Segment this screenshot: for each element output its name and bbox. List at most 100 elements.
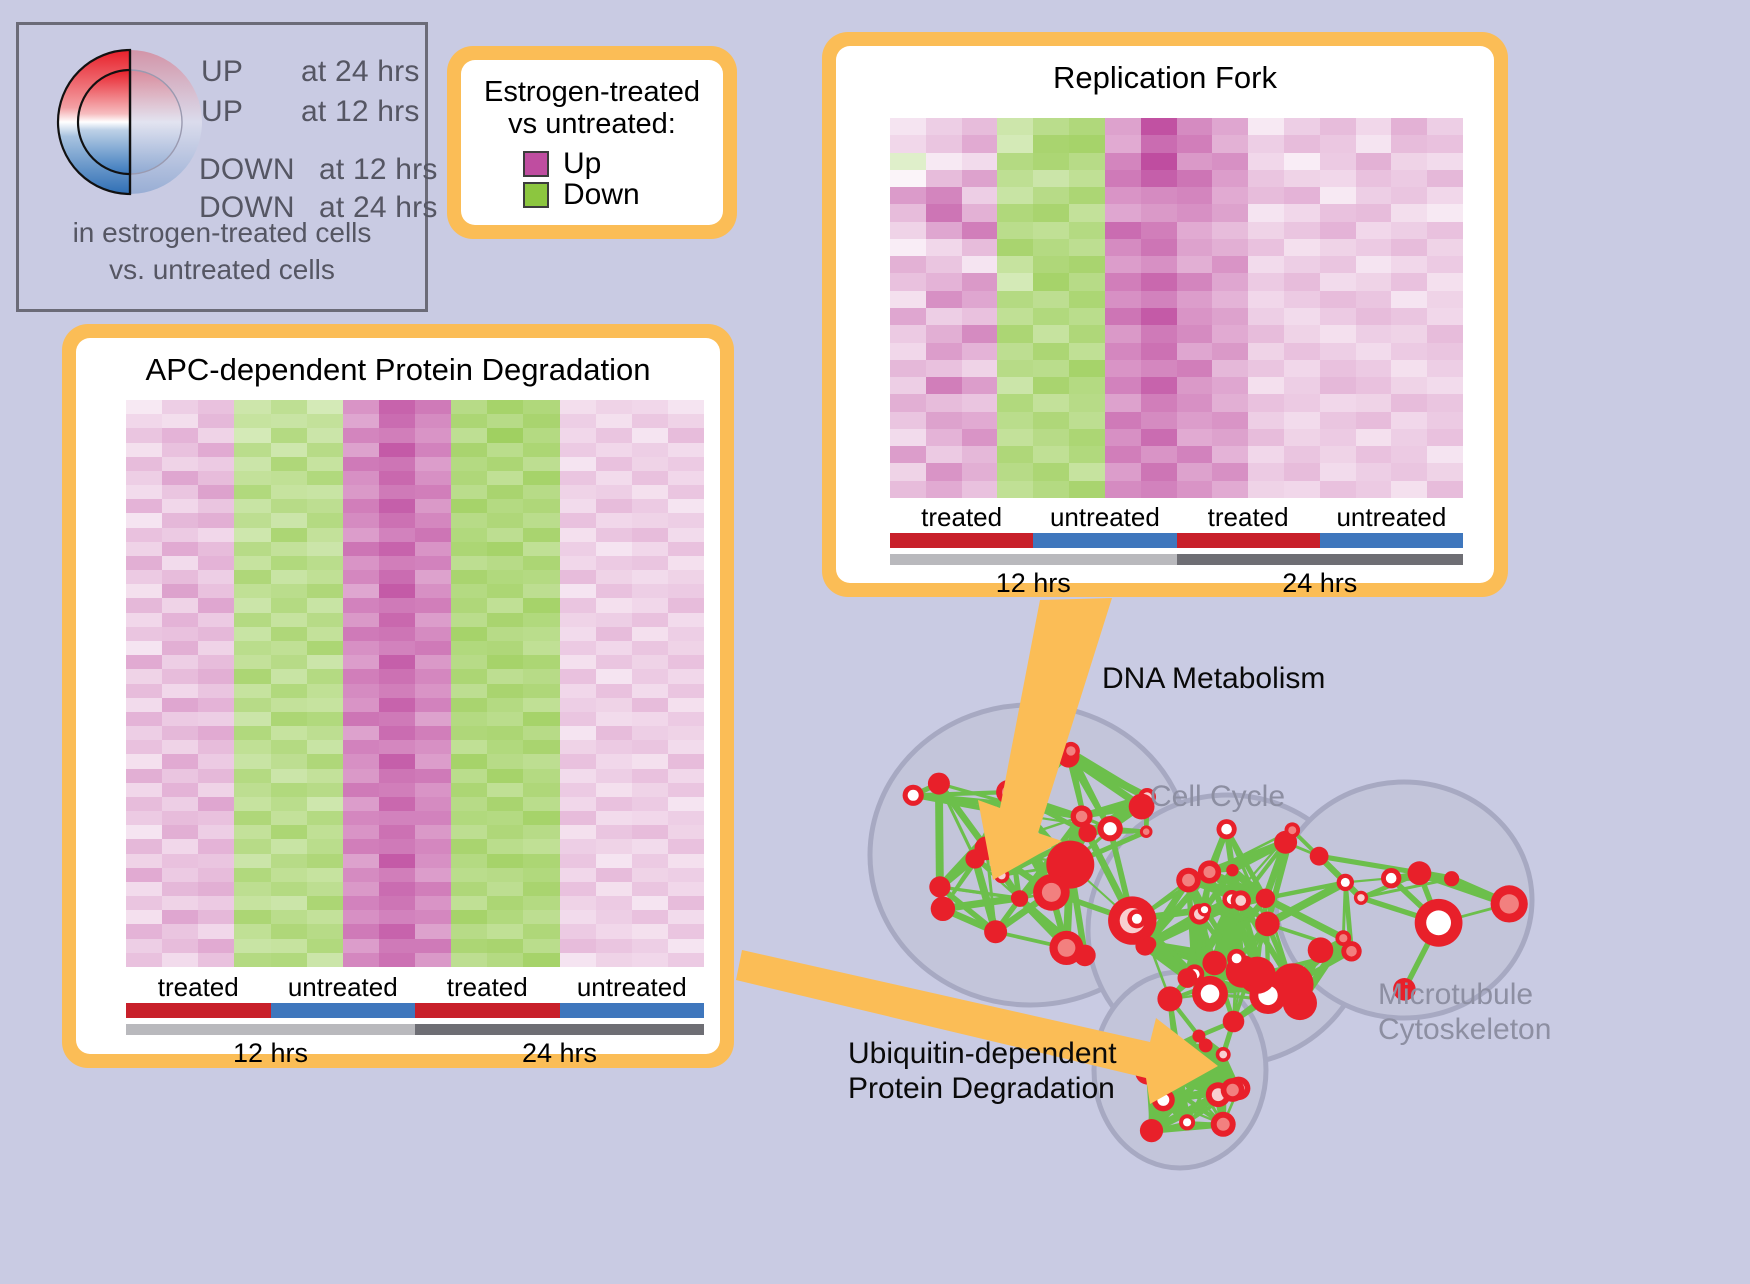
- heatmap-cell: [1427, 325, 1463, 342]
- heatmap-cell: [560, 769, 596, 783]
- heatmap-cell: [668, 726, 704, 740]
- rf-time-bar-12: [890, 554, 1177, 565]
- heatmap-cell: [415, 556, 451, 570]
- heatmap-cell: [1212, 360, 1248, 377]
- heatmap-cell: [451, 769, 487, 783]
- heatmap-cell: [343, 896, 379, 910]
- heatmap-cell: [126, 896, 162, 910]
- heatmap-cell: [1105, 343, 1141, 360]
- heatmap-cell: [1141, 153, 1177, 170]
- heatmap-cell: [1141, 360, 1177, 377]
- network-node[interactable]: [1226, 864, 1238, 876]
- heatmap-cell: [451, 896, 487, 910]
- heatmap-cell: [1248, 118, 1284, 135]
- heatmap-cell: [1212, 239, 1248, 256]
- heatmap-cell: [343, 598, 379, 612]
- heatmap-cell: [379, 485, 415, 499]
- network-node[interactable]: [1169, 1039, 1186, 1056]
- heatmap-cell: [234, 641, 270, 655]
- apc-body: APC-dependent Protein Degradation treate…: [76, 338, 720, 1054]
- wheel-footer-line2: vs. untreated cells: [19, 252, 425, 289]
- network-node[interactable]: [1011, 891, 1026, 906]
- heatmap-cell: [1391, 118, 1427, 135]
- network-node[interactable]: [1310, 847, 1329, 866]
- rf-bar-treated-12: [890, 533, 1033, 548]
- heatmap-cell: [926, 291, 962, 308]
- heatmap-cell: [890, 153, 926, 170]
- network-node[interactable]: [931, 897, 955, 921]
- heatmap-cell: [596, 655, 632, 669]
- network-node[interactable]: [1255, 912, 1280, 937]
- heatmap-cell: [632, 868, 668, 882]
- heatmap-cell: [234, 457, 270, 471]
- heatmap-cell: [596, 698, 632, 712]
- heatmap-cell: [1069, 308, 1105, 325]
- heatmap-cell: [1212, 481, 1248, 498]
- network-node[interactable]: [1142, 937, 1156, 951]
- heatmap-cell: [1141, 308, 1177, 325]
- network-node[interactable]: [1256, 889, 1275, 908]
- network-node[interactable]: [1140, 1119, 1163, 1142]
- heatmap-cell: [1033, 429, 1069, 446]
- network-node[interactable]: [1444, 871, 1459, 886]
- network-node-core: [1058, 939, 1076, 957]
- heatmap-cell: [596, 641, 632, 655]
- network-node[interactable]: [1192, 1030, 1205, 1043]
- network-node-core: [1149, 1051, 1161, 1063]
- network-node[interactable]: [1178, 968, 1198, 988]
- heatmap-cell: [1105, 308, 1141, 325]
- heatmap-cell: [1391, 360, 1427, 377]
- heatmap-cell: [198, 882, 234, 896]
- heatmap-cell: [1391, 291, 1427, 308]
- heatmap-cell: [343, 499, 379, 513]
- apc-time-12: 12 hrs: [126, 1038, 415, 1069]
- heatmap-cell: [343, 641, 379, 655]
- heatmap-cell: [487, 485, 523, 499]
- network-node[interactable]: [1157, 986, 1182, 1011]
- heatmap-cell: [1177, 412, 1213, 429]
- heatmap-cell: [962, 187, 998, 204]
- heatmap-cell: [997, 204, 1033, 221]
- heatmap-cell: [1248, 222, 1284, 239]
- network-node[interactable]: [965, 849, 984, 868]
- heatmap-cell: [307, 556, 343, 570]
- heatmap-cell: [487, 698, 523, 712]
- network-node[interactable]: [1408, 861, 1432, 885]
- heatmap-cell: [271, 839, 307, 853]
- heatmap-cell: [126, 698, 162, 712]
- heatmap-cell: [1177, 118, 1213, 135]
- network-node[interactable]: [1308, 937, 1334, 963]
- network-node[interactable]: [929, 876, 950, 897]
- heatmap-cell: [632, 457, 668, 471]
- heatmap-cell: [962, 291, 998, 308]
- heatmap-cell: [997, 187, 1033, 204]
- network-node[interactable]: [1074, 945, 1096, 967]
- heatmap-cell: [198, 783, 234, 797]
- heatmap-cell: [1427, 256, 1463, 273]
- heatmap-cell: [668, 443, 704, 457]
- heatmap-cell: [596, 924, 632, 938]
- heatmap-cell: [415, 811, 451, 825]
- heatmap-cell: [668, 641, 704, 655]
- heatmap-cell: [343, 726, 379, 740]
- heatmap-cell: [1391, 325, 1427, 342]
- network-node[interactable]: [1202, 951, 1226, 975]
- heatmap-cell: [307, 400, 343, 414]
- network-node[interactable]: [1223, 1011, 1245, 1033]
- heatmap-cell: [596, 400, 632, 414]
- heatmap-cell: [126, 825, 162, 839]
- heatmap-cell: [523, 924, 559, 938]
- heatmap-cell: [415, 542, 451, 556]
- network-node[interactable]: [984, 920, 1007, 943]
- heatmap-cell: [271, 570, 307, 584]
- heatmap-cell: [523, 726, 559, 740]
- network-node[interactable]: [1078, 824, 1096, 842]
- heatmap-cell: [307, 712, 343, 726]
- heatmap-cell: [890, 412, 926, 429]
- heatmap-cell: [343, 669, 379, 683]
- network-node[interactable]: [928, 773, 950, 795]
- heatmap-cell: [271, 528, 307, 542]
- heatmap-cell: [234, 769, 270, 783]
- heatmap-cell: [487, 783, 523, 797]
- heatmap-cell: [234, 811, 270, 825]
